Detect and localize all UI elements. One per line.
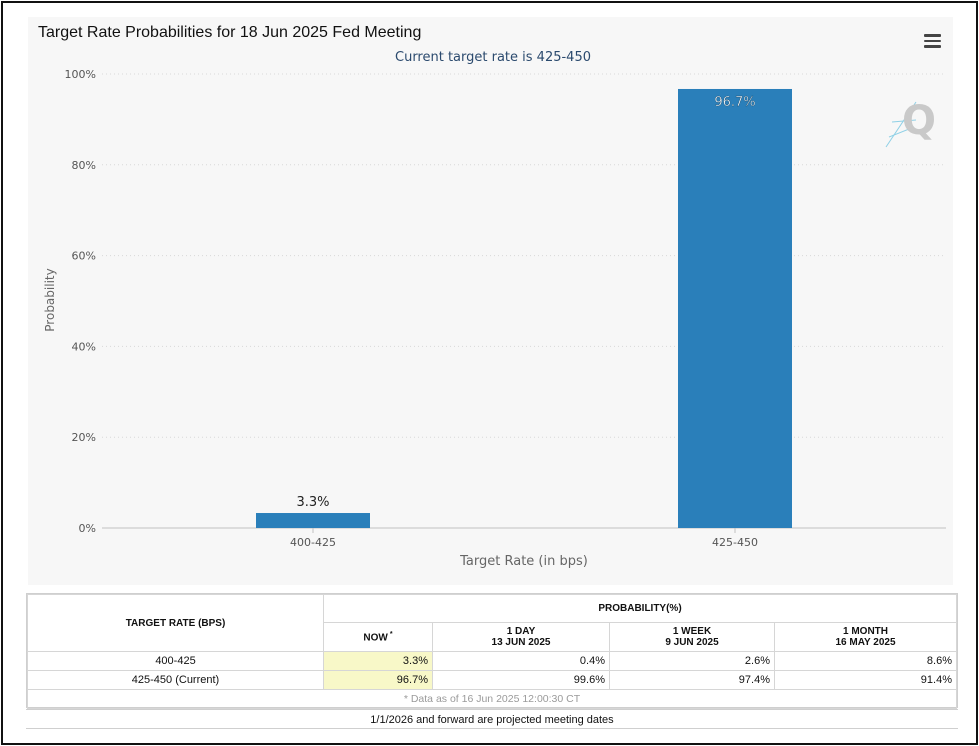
x-tick-label: 400-425 [290,536,336,549]
col-1-week: 1 WEEK 9 JUN 2025 [609,622,775,652]
probability-table: TARGET RATE (BPS) PROBABILITY(%) NOW * 1 … [27,594,957,709]
cell-now: 3.3% [323,651,433,671]
col-now: NOW * [323,622,433,652]
table-row: 425-450 (Current) 96.7% 99.6% 97.4% 91.4… [27,670,957,690]
y-tick-label: 60% [72,250,96,263]
y-tick-label: 100% [65,68,96,81]
header-target-rate: TARGET RATE (BPS) [27,594,324,652]
y-tick-label: 20% [72,431,96,444]
bar[interactable] [678,88,792,529]
x-tick-label: 425-450 [712,536,758,549]
quikstrike-q-logo: Q [885,98,936,148]
cell-1-month: 8.6% [774,651,957,671]
y-axis-label: Probability [43,268,57,331]
cell-1-week: 97.4% [609,670,775,690]
data-label: 3.3% [296,495,329,510]
x-axis-label: Target Rate (in bps) [459,554,588,569]
col-1-day: 1 DAY 13 JUN 2025 [432,622,610,652]
y-tick-label: 80% [72,159,96,172]
col-1-month: 1 MONTH 16 MAY 2025 [774,622,957,652]
chart-panel: Target Rate Probabilities for 18 Jun 202… [28,17,953,585]
cell-1-day: 99.6% [432,670,610,690]
chart-title: Target Rate Probabilities for 18 Jun 202… [38,24,422,41]
grid-lines [102,73,946,438]
bars: 3.3% 96.7% [256,88,792,529]
probability-table-container: TARGET RATE (BPS) PROBABILITY(%) NOW * 1 … [26,593,958,709]
bar-chart: Current target rate is 425-450 0% 20% 40% 6… [43,50,946,569]
table-row: 400-425 3.3% 0.4% 2.6% 8.6% [27,651,957,671]
cell-1-week: 2.6% [609,651,775,671]
cell-1-day: 0.4% [432,651,610,671]
y-tick-label: 0% [79,522,96,535]
data-label: 96.7% [714,95,755,110]
chart-subtitle: Current target rate is 425-450 [395,50,591,65]
svg-text:Q: Q [902,98,936,144]
x-tick-labels: 400-425 425-450 [290,528,758,549]
cell-now: 96.7% [323,670,433,690]
y-tick-labels: 0% 20% 40% 60% 80% 100% [65,68,96,535]
row-rate: 400-425 [27,651,324,671]
hamburger-menu-icon[interactable] [924,34,941,48]
data-timestamp-note: * Data as of 16 Jun 2025 12:00:30 CT [27,689,957,709]
bar[interactable] [256,513,370,528]
cell-1-month: 91.4% [774,670,957,690]
row-rate: 425-450 (Current) [27,670,324,690]
header-probability: PROBABILITY(%) [323,594,957,623]
y-tick-label: 40% [72,340,96,353]
projected-dates-footnote: 1/1/2026 and forward are projected meeti… [26,709,958,729]
